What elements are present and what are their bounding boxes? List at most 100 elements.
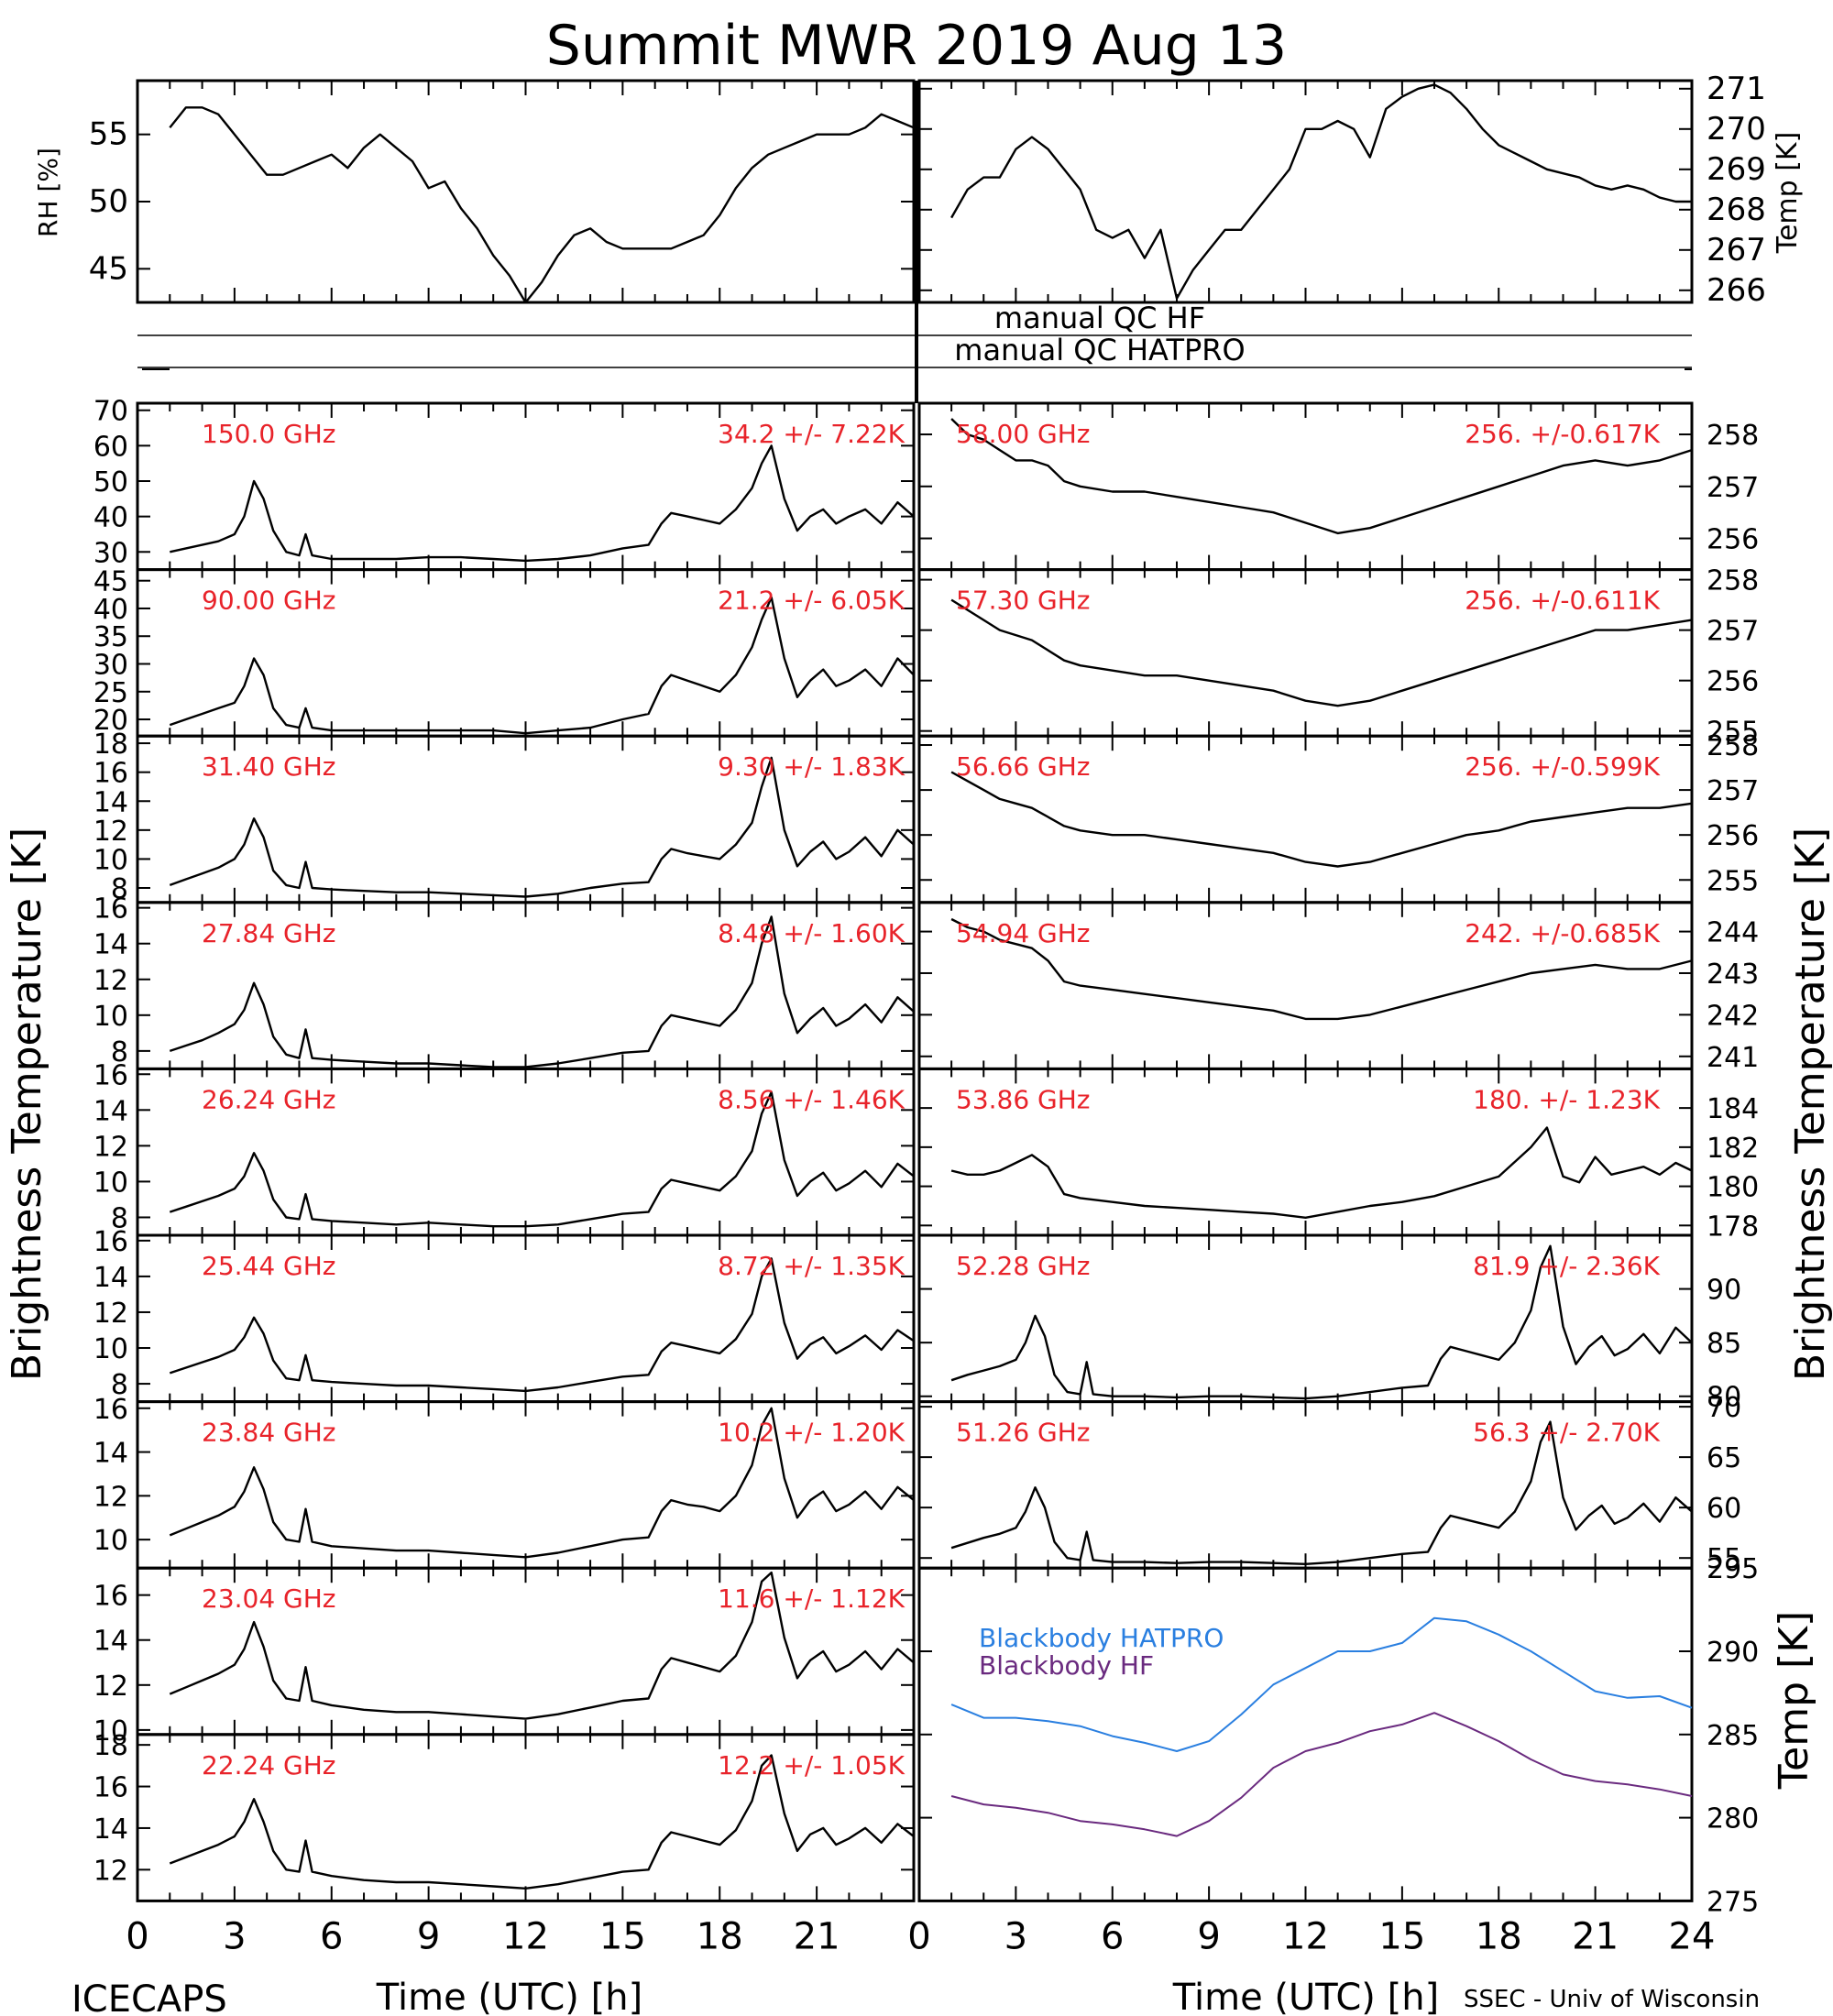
temp-ytick-label: 270 [1707,111,1766,148]
ch-56.66-ytick-label: 256 [1707,820,1759,852]
ch-31.40-freq-label: 31.40 GHz [202,751,336,782]
blackbody-ytick-label: 290 [1707,1637,1759,1669]
ch-51.26-ytick-label: 60 [1707,1493,1741,1525]
ch-52.28-stat-label: 81.9 +/- 2.36K [1473,1251,1660,1281]
ch-52.28-ytick-label: 85 [1707,1328,1741,1360]
ch-26.24-series-line [169,1090,915,1228]
ch-90-ytick-label: 25 [93,677,128,709]
ch-23.04-ytick-label: 16 [93,1581,128,1613]
ch-23.84-stat-label: 10.2 +/- 1.20K [718,1418,905,1448]
ch-26.24-ytick-label: 10 [93,1167,128,1199]
ch-23.04-freq-label: 23.04 GHz [202,1583,336,1614]
x-axis-label-left: Time (UTC) [h] [376,1977,642,2016]
ch-23.84-ytick-label: 16 [93,1394,128,1426]
blackbody-legend-1: Blackbody HF [979,1650,1154,1681]
ch-23.04-ytick-label: 12 [93,1671,128,1703]
ch-56.66-stat-label: 256. +/-0.599K [1465,751,1660,782]
ch-23.84-freq-label: 23.84 GHz [202,1418,336,1448]
blackbody-legend-0: Blackbody HATPRO [979,1623,1224,1653]
blackbody-axis-label: Temp [K] [1771,1611,1817,1790]
ch-27.84-ytick-label: 14 [93,929,128,961]
ch-90-stat-label: 21.2 +/- 6.05K [718,586,905,616]
ch-90-ytick-label: 35 [93,621,128,653]
ch-31.40-ytick-label: 12 [93,816,128,848]
x-tick-label-left: 6 [320,1915,343,1957]
temp-ytick-label: 266 [1707,272,1766,309]
ch-58.00-ytick-label: 256 [1707,524,1759,556]
x-tick-label-left: 21 [794,1915,840,1957]
temp-ytick-label: 271 [1707,71,1766,107]
ch-26.24-ytick-label: 12 [93,1131,128,1163]
rh-ytick-label: 55 [89,116,128,153]
x-tick-label-left: 15 [599,1915,646,1957]
x-tick-label-left: 9 [417,1915,440,1957]
ch-23.84-series-line [169,1407,915,1559]
ch-31.40-ytick-label: 16 [93,758,128,790]
ch-27.84-ytick-label: 10 [93,1001,128,1033]
x-tick-label-right: 3 [1004,1915,1027,1957]
ch-23.04-stat-label: 11.6 +/- 1.12K [718,1583,905,1614]
ch-31.40-ytick-label: 14 [93,786,128,818]
footer-right: SSEC - Univ of Wisconsin [1464,1986,1760,2013]
ch-54.94-ytick-label: 241 [1707,1042,1759,1074]
ch-54.94-stat-label: 242. +/-0.685K [1465,918,1660,948]
ch-31.40-stat-label: 9.30 +/- 1.83K [718,751,905,782]
rh-axis-label: RH [%] [33,148,63,237]
temp-axis-label: Temp [K] [1772,132,1804,255]
temp-ytick-label: 269 [1707,151,1766,188]
ch-26.24-ytick-label: 14 [93,1095,128,1127]
x-tick-label-right: 6 [1101,1915,1124,1957]
blackbody-ytick-label: 280 [1707,1803,1759,1835]
x-tick-label-left: 0 [126,1915,148,1957]
ch-26.24-stat-label: 8.56 +/- 1.46K [718,1084,905,1114]
ch-58.00-series-line [950,418,1693,535]
ch-58.00-ytick-label: 258 [1707,420,1759,452]
ch-25.44-ytick-label: 14 [93,1262,128,1294]
ch-150-ytick-label: 30 [93,537,128,569]
ch-90-ytick-label: 45 [93,566,128,598]
temp-ytick-label: 267 [1707,232,1766,268]
chart-title: Summit MWR 2019 Aug 13 [546,14,1287,78]
ch-57.30-stat-label: 256. +/-0.611K [1465,586,1660,616]
ch-54.94-ytick-label: 244 [1707,917,1759,949]
blackbody-ytick-label: 275 [1707,1886,1759,1918]
ch-52.28-series-line [950,1244,1693,1400]
ch-51.26-series-line [950,1420,1693,1566]
qc-hf-label: manual QC HF [994,301,1205,335]
ch-27.84-ytick-label: 12 [93,965,128,997]
ch-23.04-series-line [169,1571,915,1720]
ch-51.26-ytick-label: 65 [1707,1442,1741,1474]
ch-26.24-freq-label: 26.24 GHz [202,1084,336,1114]
ch-27.84-freq-label: 27.84 GHz [202,918,336,948]
ch-25.44-ytick-label: 16 [93,1226,128,1258]
temp-ytick-label: 268 [1707,192,1766,228]
ch-150-ytick-label: 40 [93,502,128,534]
rh-series-line [169,106,915,304]
ch-25.44-ytick-label: 8 [111,1369,128,1401]
ch-25.44-freq-label: 25.44 GHz [202,1251,336,1281]
ch-150-ytick-label: 70 [93,396,128,428]
ch-56.66-series-line [950,771,1693,868]
ch-90-ytick-label: 30 [93,650,128,682]
ch-56.66-ytick-label: 255 [1707,865,1759,897]
ch-23.84-ytick-label: 12 [93,1481,128,1513]
blackbody-frame [917,1566,1694,1902]
ch-51.26-ytick-label: 55 [1707,1543,1741,1575]
ch-57.30-series-line [950,598,1693,707]
ch-22.24-ytick-label: 16 [93,1772,128,1804]
ch-51.26-stat-label: 56.3 +/- 2.70K [1473,1418,1660,1448]
ch-23.84-ytick-label: 14 [93,1438,128,1470]
ch-23.84-ytick-label: 10 [93,1525,128,1557]
temp-series-line [950,83,1692,300]
ch-58.00-ytick-label: 257 [1707,472,1759,504]
footer-left: ICECAPS [71,1978,227,2016]
ch-58.00-stat-label: 256. +/-0.617K [1465,419,1660,449]
x-tick-label-left: 18 [697,1915,743,1957]
ch-56.66-ytick-label: 258 [1707,730,1759,762]
ch-53.86-series-line [950,1126,1693,1220]
ch-51.26-freq-label: 51.26 GHz [956,1418,1091,1448]
ch-23.04-ytick-label: 10 [93,1715,128,1748]
x-tick-label-right: 21 [1572,1915,1619,1957]
x-tick-label-right: 15 [1378,1915,1425,1957]
x-tick-label-right: 12 [1282,1915,1329,1957]
